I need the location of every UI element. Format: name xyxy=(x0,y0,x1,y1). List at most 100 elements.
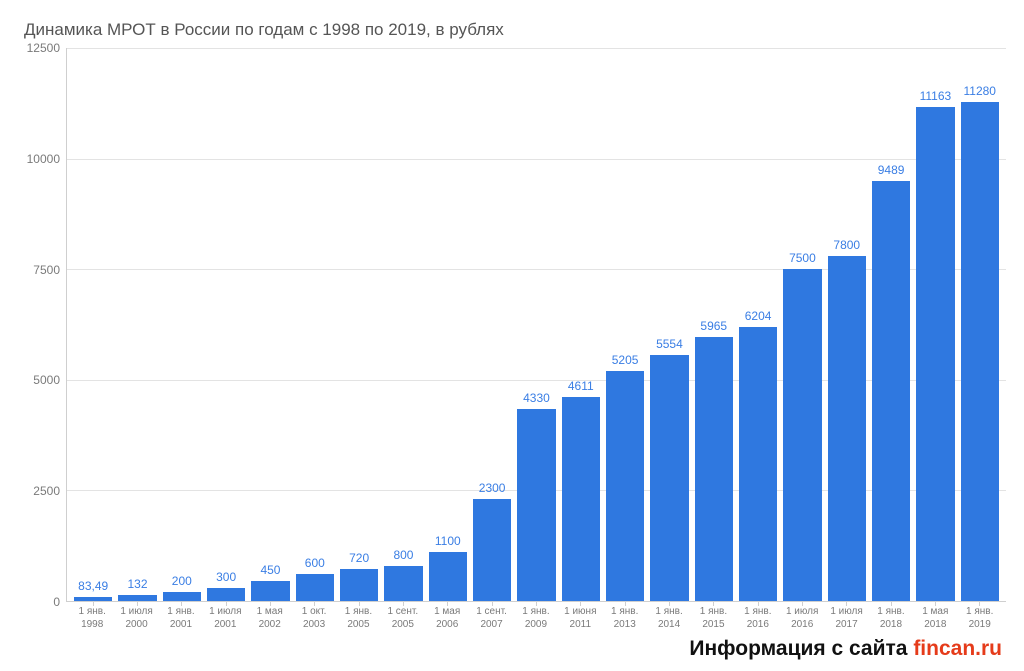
chart-container: Динамика МРОТ в России по годам с 1998 п… xyxy=(0,0,1024,671)
y-tick-label: 10000 xyxy=(27,152,60,166)
x-axis-label: 1 июля2000 xyxy=(114,606,158,631)
x-axis-label: 1 янв.2005 xyxy=(336,606,380,631)
bar xyxy=(517,409,555,601)
bar xyxy=(429,552,467,601)
bar-slot: 300 xyxy=(204,48,248,601)
x-axis-label: 1 янв.2014 xyxy=(647,606,691,631)
x-tick xyxy=(337,601,381,606)
bar-value-label: 4611 xyxy=(568,379,594,393)
x-tick xyxy=(692,601,736,606)
x-axis-label: 1 сент.2007 xyxy=(469,606,513,631)
bar-slot: 83,49 xyxy=(71,48,115,601)
x-tick xyxy=(115,601,159,606)
y-tick-label: 0 xyxy=(53,595,60,609)
source-prefix: Информация с сайта xyxy=(689,637,913,660)
x-axis-label: 1 янв.1998 xyxy=(70,606,114,631)
x-tick xyxy=(825,601,869,606)
x-axis-label: 1 янв.2016 xyxy=(736,606,780,631)
x-tick xyxy=(647,601,691,606)
bar xyxy=(207,588,245,601)
y-tick-label: 7500 xyxy=(33,263,60,277)
x-tickmarks xyxy=(67,601,1006,606)
bar-value-label: 11280 xyxy=(963,84,995,98)
x-tick xyxy=(204,601,248,606)
bar-value-label: 9489 xyxy=(878,163,905,177)
bar-value-label: 720 xyxy=(349,551,369,565)
bar-value-label: 132 xyxy=(127,577,147,591)
bar-slot: 4611 xyxy=(559,48,603,601)
x-tick xyxy=(869,601,913,606)
bar-slot: 600 xyxy=(293,48,337,601)
bar-slot: 720 xyxy=(337,48,381,601)
source-link[interactable]: fincan.ru xyxy=(913,637,1002,660)
x-tick xyxy=(381,601,425,606)
x-axis-label: 1 июля2017 xyxy=(824,606,868,631)
x-tick xyxy=(780,601,824,606)
bar-value-label: 5554 xyxy=(656,337,683,351)
bar-value-label: 200 xyxy=(172,574,192,588)
bar-slot: 200 xyxy=(160,48,204,601)
bar xyxy=(872,181,910,601)
bar xyxy=(695,337,733,601)
x-axis-label: 1 июля2001 xyxy=(203,606,247,631)
x-axis-label: 1 июня2011 xyxy=(558,606,602,631)
x-axis-label: 1 июля2016 xyxy=(780,606,824,631)
bar-slot: 7800 xyxy=(825,48,869,601)
x-tick xyxy=(958,601,1002,606)
bar-value-label: 2300 xyxy=(479,481,506,495)
x-tick xyxy=(248,601,292,606)
bar xyxy=(961,102,999,601)
x-axis-label: 1 янв.2019 xyxy=(958,606,1002,631)
bar xyxy=(384,566,422,601)
bar-slot: 5965 xyxy=(692,48,736,601)
bar-slot: 7500 xyxy=(780,48,824,601)
x-axis-label: 1 янв.2001 xyxy=(159,606,203,631)
bars-group: 83,4913220030045060072080011002300433046… xyxy=(67,48,1006,601)
bar xyxy=(74,597,112,601)
bar-value-label: 600 xyxy=(305,556,325,570)
chart-title: Динамика МРОТ в России по годам с 1998 п… xyxy=(24,20,1006,40)
y-tick-label: 5000 xyxy=(33,373,60,387)
x-tick xyxy=(160,601,204,606)
bar-slot: 11280 xyxy=(958,48,1002,601)
bar-slot: 11163 xyxy=(913,48,957,601)
y-axis: 02500500075001000012500 xyxy=(18,48,66,602)
plot-area: 02500500075001000012500 83,4913220030045… xyxy=(18,48,1006,602)
bar-slot: 5205 xyxy=(603,48,647,601)
bar xyxy=(606,371,644,601)
bar-value-label: 450 xyxy=(260,563,280,577)
bar-slot: 5554 xyxy=(647,48,691,601)
bar-slot: 4330 xyxy=(514,48,558,601)
x-axis-label: 1 сент.2005 xyxy=(381,606,425,631)
bar-value-label: 7500 xyxy=(789,251,816,265)
x-axis-label: 1 мая2018 xyxy=(913,606,957,631)
x-tick xyxy=(71,601,115,606)
source-attribution: Информация с сайта fincan.ru xyxy=(689,637,1002,661)
x-axis-label: 1 янв.2018 xyxy=(869,606,913,631)
bar-slot: 6204 xyxy=(736,48,780,601)
bar xyxy=(118,595,156,601)
x-axis-label: 1 окт.2003 xyxy=(292,606,336,631)
bar xyxy=(340,569,378,601)
bar xyxy=(739,327,777,601)
bar-value-label: 4330 xyxy=(523,391,550,405)
bar xyxy=(783,269,821,601)
x-tick xyxy=(426,601,470,606)
x-tick xyxy=(514,601,558,606)
x-tick xyxy=(293,601,337,606)
bar-value-label: 300 xyxy=(216,570,236,584)
bar xyxy=(473,499,511,601)
bar-slot: 450 xyxy=(248,48,292,601)
y-tick-label: 2500 xyxy=(33,484,60,498)
bar-slot: 132 xyxy=(115,48,159,601)
bar xyxy=(916,107,954,601)
y-tick-label: 12500 xyxy=(27,41,60,55)
x-axis-label: 1 янв.2013 xyxy=(603,606,647,631)
bar xyxy=(296,574,334,601)
x-tick xyxy=(559,601,603,606)
bar-value-label: 5965 xyxy=(700,319,727,333)
x-tick xyxy=(913,601,957,606)
x-axis-label: 1 янв.2009 xyxy=(514,606,558,631)
x-axis-label: 1 янв.2015 xyxy=(691,606,735,631)
bar-value-label: 6204 xyxy=(745,309,772,323)
